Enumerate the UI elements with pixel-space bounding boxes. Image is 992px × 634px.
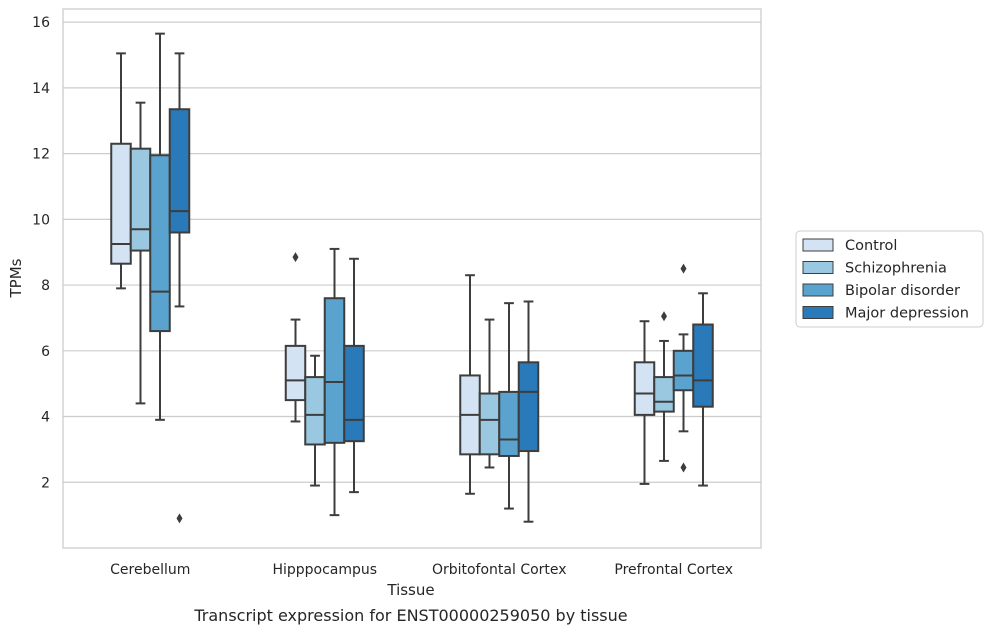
legend-label: Schizophrenia	[845, 261, 947, 277]
box-group	[633, 320, 656, 485]
iqr-box	[343, 344, 365, 443]
outlier-point	[661, 311, 667, 322]
box-group	[323, 247, 346, 517]
plot-frame	[62, 8, 762, 549]
box-group	[304, 354, 326, 487]
box-group	[110, 52, 132, 290]
box-group	[517, 300, 540, 523]
box-group	[498, 302, 520, 510]
legend-label: Major depression	[845, 306, 969, 322]
legend-label: Bipolar disorder	[845, 283, 960, 299]
legend-swatch	[802, 306, 834, 319]
x-tick-label: Cerebellum	[110, 562, 190, 578]
iqr-box	[323, 297, 346, 444]
y-tick-label: 6	[41, 344, 50, 360]
x-axis-label: Tissue	[386, 581, 434, 599]
y-axis-label: TPMs	[7, 258, 25, 298]
iqr-box	[129, 147, 152, 252]
outlier-point	[680, 462, 687, 473]
box-group	[692, 292, 714, 487]
x-tick-label: Hipppocampus	[272, 562, 377, 578]
box-group	[168, 52, 191, 524]
iqr-box	[517, 361, 540, 453]
outlier-point	[292, 252, 299, 263]
chart-title: Transcript expression for ENST0000025905…	[193, 606, 627, 625]
iqr-box	[498, 390, 520, 457]
box-group	[284, 252, 307, 423]
legend-label: Control	[845, 238, 897, 254]
y-tick-label: 4	[41, 410, 50, 426]
box-group	[129, 101, 152, 405]
box-group	[653, 311, 675, 462]
y-tick-label: 2	[41, 475, 50, 491]
iqr-box	[672, 349, 695, 392]
y-tick-label: 10	[32, 212, 50, 228]
outlier-point	[176, 513, 183, 524]
legend-swatch	[802, 261, 834, 274]
iqr-box	[284, 344, 307, 402]
box-group	[478, 318, 501, 469]
x-tick-labels: Cerebellum Hipppocampus Orbitofontal Corte…	[110, 562, 733, 578]
box-group	[149, 32, 171, 421]
legend-frame	[795, 230, 984, 328]
iqr-box	[304, 376, 326, 446]
iqr-box	[653, 376, 675, 413]
iqr-box	[478, 392, 501, 456]
boxes	[110, 32, 714, 524]
iqr-box	[633, 361, 656, 416]
iqr-box	[692, 323, 714, 408]
box-group	[672, 263, 695, 473]
iqr-box	[168, 108, 191, 234]
y-tick-labels: 2 4 6 8 10 12 14 16	[32, 15, 50, 491]
y-tick-label: 8	[41, 278, 50, 294]
legend: Control Schizophrenia Bipolar disorder Majo…	[795, 230, 984, 328]
outlier-point	[680, 263, 687, 274]
legend-swatch	[802, 238, 834, 252]
iqr-box	[110, 142, 132, 265]
box-group	[343, 257, 365, 494]
y-tick-label: 12	[32, 147, 50, 163]
x-tick-label: Prefrontal Cortex	[614, 562, 733, 578]
x-tick-label: Orbitofontal Cortex	[432, 562, 567, 578]
y-tick-label: 16	[32, 15, 50, 31]
y-tick-label: 14	[32, 81, 50, 97]
iqr-box	[149, 154, 171, 333]
box-group	[459, 274, 481, 495]
legend-swatch	[802, 283, 834, 297]
